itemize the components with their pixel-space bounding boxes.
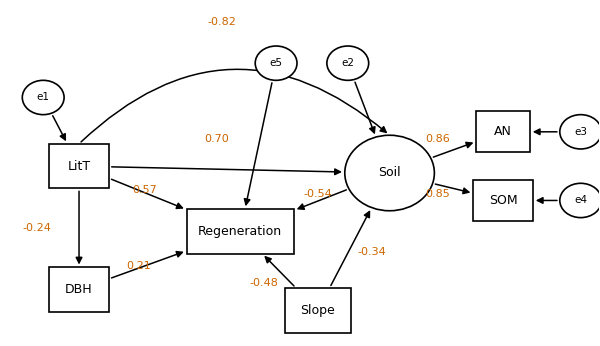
- Text: -0.34: -0.34: [357, 247, 386, 257]
- FancyBboxPatch shape: [476, 111, 530, 152]
- Ellipse shape: [560, 183, 600, 218]
- Text: 0.21: 0.21: [127, 261, 151, 271]
- Text: e3: e3: [574, 127, 587, 137]
- Text: 0.85: 0.85: [425, 189, 450, 199]
- FancyBboxPatch shape: [285, 288, 351, 333]
- Text: DBH: DBH: [65, 283, 93, 296]
- Text: SOM: SOM: [489, 194, 517, 207]
- Ellipse shape: [327, 46, 368, 80]
- Text: -0.48: -0.48: [250, 278, 278, 288]
- FancyBboxPatch shape: [49, 144, 109, 189]
- Text: Regeneration: Regeneration: [198, 225, 283, 238]
- Text: e2: e2: [341, 58, 354, 68]
- Text: LitT: LitT: [67, 160, 91, 173]
- Text: e5: e5: [269, 58, 283, 68]
- Text: e1: e1: [37, 92, 50, 102]
- Text: 0.70: 0.70: [204, 134, 229, 144]
- Text: e4: e4: [574, 195, 587, 206]
- Text: 0.86: 0.86: [425, 134, 450, 144]
- Text: -0.24: -0.24: [23, 223, 52, 233]
- Text: -0.82: -0.82: [208, 17, 237, 27]
- Ellipse shape: [255, 46, 297, 80]
- Ellipse shape: [560, 115, 600, 149]
- Text: Slope: Slope: [301, 304, 335, 317]
- FancyBboxPatch shape: [473, 180, 533, 221]
- Text: Soil: Soil: [378, 166, 401, 180]
- Text: AN: AN: [494, 125, 512, 138]
- FancyBboxPatch shape: [187, 209, 294, 254]
- Ellipse shape: [22, 80, 64, 115]
- Ellipse shape: [345, 135, 434, 211]
- Text: 0.57: 0.57: [133, 185, 157, 195]
- FancyBboxPatch shape: [49, 267, 109, 312]
- Text: -0.54: -0.54: [304, 189, 332, 199]
